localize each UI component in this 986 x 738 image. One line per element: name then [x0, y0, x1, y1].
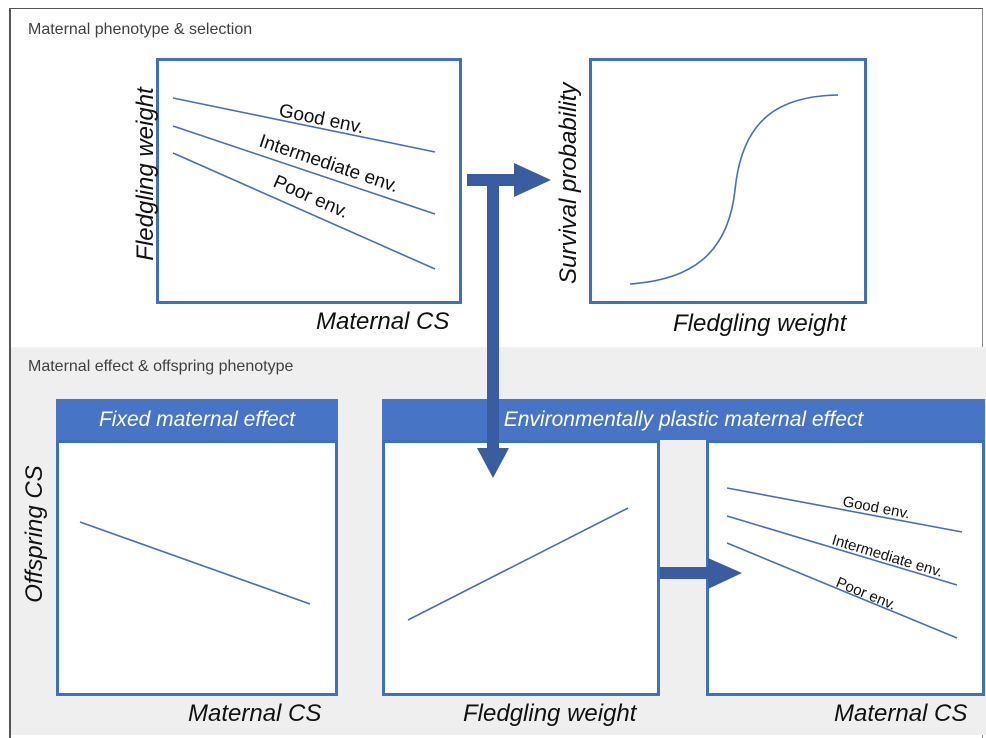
- arrow-down-head: [477, 448, 509, 478]
- panel-e-intermediate-env-line: [726, 515, 958, 586]
- top-section-title: Maternal phenotype & selection: [28, 21, 253, 38]
- bottom-section-title: Maternal effect & offspring phenotype: [28, 358, 294, 375]
- arrow-down-shaft: [487, 180, 499, 450]
- fixed-maternal-effect-banner: Fixed maternal effect: [56, 399, 338, 440]
- panel-e-poor-env-label: Poor env.: [833, 574, 898, 614]
- panel-a-poor-env-line: [172, 152, 436, 270]
- panel-a-intermediate-env-line: [172, 125, 436, 215]
- panel-a-x-axis-label: Maternal CS: [316, 308, 450, 335]
- panel-a-good-env-line: [172, 97, 436, 153]
- panel-a-poor-env-label: Poor env.: [270, 171, 352, 223]
- arrow-a-to-b-head: [514, 163, 551, 197]
- panel-d-plastic-effect-line: [407, 507, 629, 621]
- panel-survival-vs-fledgling-weight: [589, 58, 867, 304]
- arrows-group: [467, 163, 742, 589]
- panel-e-intermediate-env-label: Intermediate env.: [830, 532, 945, 581]
- panel-c-x-axis-label: Maternal CS: [188, 700, 322, 727]
- panel-d-x-axis-label: Fledgling weight: [463, 700, 637, 727]
- survival-sigmoid-curve: [629, 94, 839, 285]
- panel-fledgling-weight-by-env: [706, 440, 985, 696]
- panel-offspring-cs-fixed: [56, 440, 338, 696]
- panel-e-x-axis-label: Maternal CS: [834, 700, 968, 727]
- panel-e-poor-env-line: [726, 542, 958, 639]
- arrow-d-to-e-head: [708, 558, 742, 589]
- panel-e-good-env-line: [726, 487, 963, 533]
- panel-fledgling-weight-vs-maternal-cs: [156, 58, 462, 304]
- plastic-maternal-effect-banner: Environmentally plastic maternal effect: [382, 399, 985, 440]
- panel-b-x-axis-label: Fledgling weight: [673, 310, 847, 337]
- panel-a-good-env-label: Good env.: [277, 100, 366, 138]
- panel-e-good-env-label: Good env.: [841, 493, 911, 522]
- panel-offspring-cs-plastic: [382, 440, 660, 696]
- panel-c-fixed-effect-line: [79, 521, 311, 605]
- arrow-d-to-e-shaft: [660, 567, 712, 579]
